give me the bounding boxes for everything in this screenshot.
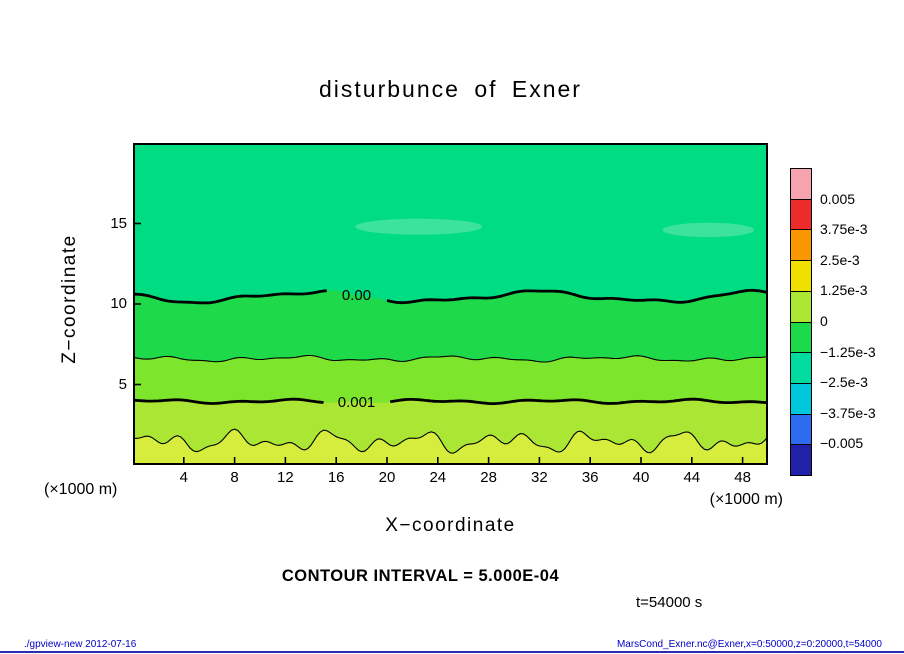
x-axis-unit: (×1000 m) [709,491,783,508]
contour-label: 0.001 [338,394,376,411]
x-tick-label: 28 [480,469,497,486]
colorbar-label: −3.75e-3 [820,404,876,421]
bottom-divider [0,651,904,653]
colorbar-cell [791,261,811,292]
colorbar [790,168,812,476]
x-tick-label: 48 [734,469,751,486]
colorbar-label: 2.5e-3 [820,251,860,268]
colorbar-cell [791,169,811,200]
time-annotation: t=54000 s [636,594,703,611]
footer-source-text: MarsCond_Exner.nc@Exner,x=0:50000,z=0:20… [616,639,882,650]
colorbar-cell [791,291,811,323]
colorbar-label: −1.25e-3 [820,343,876,360]
footer-command-text: ./gpview-new 2012-07-16 [24,639,137,650]
y-tick-label: 5 [118,375,127,393]
colorbar-label: −0.005 [820,435,864,452]
chart-title: disturbunce of Exner [319,76,582,102]
x-tick-label: 16 [327,469,345,486]
contour-label: 0.00 [342,287,371,304]
colorbar-cell [791,353,811,384]
colorbar-cell [791,414,811,446]
colorbar-label: 1.25e-3 [820,282,868,299]
fill-patch [355,218,483,235]
x-tick-label: 12 [277,469,294,486]
contour-plot: 0.00 0.001 [133,143,768,465]
contour-line [133,288,768,305]
x-tick-label: 32 [531,469,548,486]
plot-area: 0.00 0.001 [133,143,768,465]
y-axis-unit: (×1000 m) [44,481,118,498]
colorbar-cell [791,445,811,476]
x-tick-label: 4 [179,469,188,486]
fill-patch [662,222,755,238]
x-tick-label: 44 [683,469,701,486]
colorbar-label: −2.5e-3 [820,374,868,391]
contour-line [133,354,768,363]
colorbar-label: 3.75e-3 [820,221,868,238]
colorbar-cell [791,383,811,415]
x-tick-label: 24 [429,469,447,486]
colorbar-label: 0.005 [820,190,856,207]
x-tick-label: 8 [230,469,239,486]
y-tick-label: 10 [110,295,127,312]
x-axis-label: X−coordinate [385,515,516,536]
x-tick-label: 36 [581,469,599,486]
y-axis-label: Z−coordinate [59,234,80,364]
colorbar-cell [791,322,811,354]
contour-interval-text: CONTOUR INTERVAL = 5.000E-04 [281,567,560,585]
colorbar-label: 0 [820,313,828,329]
plot-frame [133,143,768,465]
fill-band [133,429,768,465]
x-tick-label: 20 [378,469,396,486]
colorbar-cell [791,199,811,231]
contour-line [133,428,768,454]
x-tick-label: 40 [632,469,650,486]
colorbar-cell [791,230,811,262]
contour-line [133,397,768,405]
y-tick-label: 15 [110,214,127,232]
